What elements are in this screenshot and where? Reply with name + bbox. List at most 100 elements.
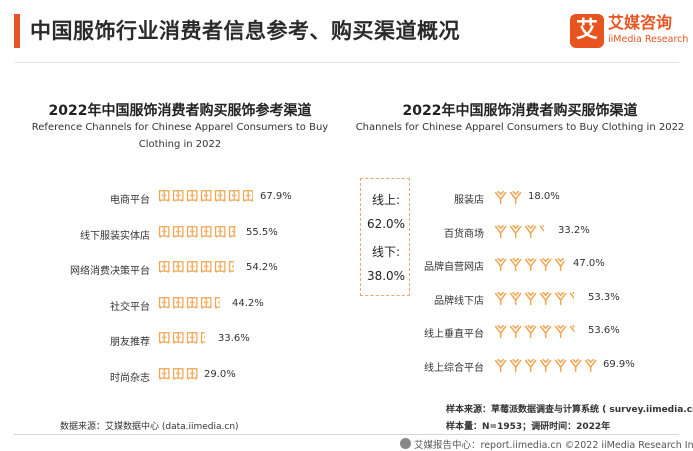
wardrobe-icon [214, 296, 220, 309]
wardrobe-icon [228, 190, 240, 202]
hanger-icon [554, 358, 567, 372]
online-value: 62.0% [366, 217, 406, 231]
sample-size-note: 样本量：N=1953；调研时间：2022年 [446, 419, 610, 432]
wardrobe-icon [158, 190, 170, 202]
hanger-icon [554, 257, 565, 272]
pictograph-row [494, 190, 521, 205]
value-label: 69.9% [603, 358, 635, 370]
logo-mark-icon: 艾 [570, 14, 604, 48]
hanger-icon [539, 291, 552, 305]
wardrobe-icon [172, 332, 184, 344]
wardrobe-icon [172, 261, 184, 273]
value-label: 67.9% [260, 191, 292, 202]
wardrobe-icon [186, 367, 198, 380]
hanger-icon [509, 224, 522, 238]
wardrobe-icon [158, 296, 170, 309]
hanger-icon [539, 257, 552, 272]
hanger-icon [584, 358, 597, 372]
category-label: 时尚杂志 [110, 372, 150, 384]
value-label: 55.5% [246, 226, 278, 238]
sample-size-value: N=1953；调研时间：2022年 [482, 422, 611, 432]
pictograph-row [494, 224, 544, 238]
offline-value: 38.0% [366, 269, 406, 283]
wardrobe-icon [172, 367, 184, 380]
hanger-icon [569, 324, 575, 333]
value-label: 33.2% [558, 224, 590, 236]
hanger-icon [509, 257, 522, 272]
wardrobe-icon [172, 225, 184, 238]
wardrobe-icon [200, 296, 212, 309]
sample-source-label: 样本来源： [446, 405, 492, 415]
top-divider [14, 62, 679, 63]
category-label: 品牌线下店 [434, 295, 484, 307]
hanger-icon [509, 324, 522, 339]
hanger-icon [494, 358, 507, 372]
sample-size-label: 样本量： [446, 422, 483, 432]
wardrobe-icon [228, 261, 234, 273]
wardrobe-icon [186, 261, 198, 273]
pictograph-row [494, 358, 597, 372]
category-label: 线上垂直平台 [424, 329, 484, 340]
pictograph-row [158, 261, 234, 273]
hanger-icon [509, 358, 522, 372]
hanger-icon [524, 324, 537, 339]
left-chart-title: 2022年中国服饰消费者购买服饰参考渠道 [48, 103, 312, 119]
value-label: 47.0% [573, 258, 605, 269]
footer-note[interactable]: 艾媒报告中心：report.iimedia.cn ©2022 iiMedia R… [400, 437, 693, 451]
brand-logo[interactable]: 艾 艾媒咨询 iiMedia Research [570, 13, 688, 54]
wardrobe-icon [158, 332, 170, 344]
sample-source-value: 草莓派数据调查与计算系统 ( survey.iimedia.cn) [491, 405, 693, 415]
value-label: 54.2% [246, 262, 278, 273]
right-chart-title: 2022年中国服饰消费者购买服饰渠道 [402, 103, 638, 119]
hanger-icon [539, 224, 544, 232]
value-label: 18.0% [528, 191, 560, 202]
hanger-icon [494, 224, 507, 238]
hanger-icon [539, 324, 552, 339]
wardrobe-icon [158, 367, 170, 380]
category-label: 品牌自营网店 [424, 262, 484, 273]
value-label: 29.0% [204, 368, 236, 380]
category-label: 线下服装实体店 [80, 230, 150, 242]
left-chart-subtitle-line1: Reference Channels for Chinese Apparel C… [31, 122, 329, 133]
pictograph-row [158, 367, 198, 380]
category-label: 服装店 [454, 195, 484, 206]
left-chart-subtitle-line2: Clothing in 2022 [138, 139, 222, 150]
wardrobe-icon [200, 261, 212, 273]
value-label: 53.6% [588, 325, 620, 336]
hanger-icon [539, 358, 552, 372]
wardrobe-icon [200, 190, 212, 202]
right-chart-subtitle: Channels for Chinese Apparel Consumers t… [355, 122, 685, 133]
hanger-icon [524, 224, 537, 238]
wardrobe-icon [214, 225, 226, 238]
pictograph-row [494, 257, 565, 272]
hanger-icon [524, 358, 537, 372]
hanger-icon [494, 324, 507, 339]
pictograph-row [158, 296, 220, 309]
online-offline-summary-box: 线上: 62.0% 线下: 38.0% [360, 178, 410, 296]
footer-text: 艾媒报告中心：report.iimedia.cn ©2022 iiMedia R… [414, 440, 693, 451]
wardrobe-icon [214, 190, 226, 202]
wardrobe-icon [158, 261, 170, 273]
category-label: 朋友推荐 [110, 337, 150, 348]
hanger-icon [569, 358, 582, 372]
hanger-icon [494, 190, 507, 205]
hanger-icon [554, 291, 567, 305]
hanger-icon [494, 291, 507, 305]
data-source-note: 数据来源：艾媒数据中心 (data.iimedia.cn) [60, 422, 239, 432]
pictograph-row [158, 225, 236, 238]
logo-name-cn: 艾媒咨询 [608, 13, 673, 32]
category-label: 社交平台 [110, 301, 150, 313]
value-label: 33.6% [218, 333, 250, 344]
wardrobe-icon [186, 296, 198, 309]
title-accent-bar [14, 14, 20, 48]
hanger-icon [569, 291, 574, 299]
hanger-icon [524, 291, 537, 305]
logo-name-en: iiMedia Research [608, 34, 689, 45]
wardrobe-icon [200, 225, 212, 238]
pictograph-row [158, 332, 206, 344]
hanger-icon [509, 190, 521, 205]
hanger-icon [494, 257, 507, 272]
category-label: 电商平台 [110, 195, 150, 206]
wardrobe-icon [200, 332, 206, 344]
footer-divider [14, 434, 679, 435]
